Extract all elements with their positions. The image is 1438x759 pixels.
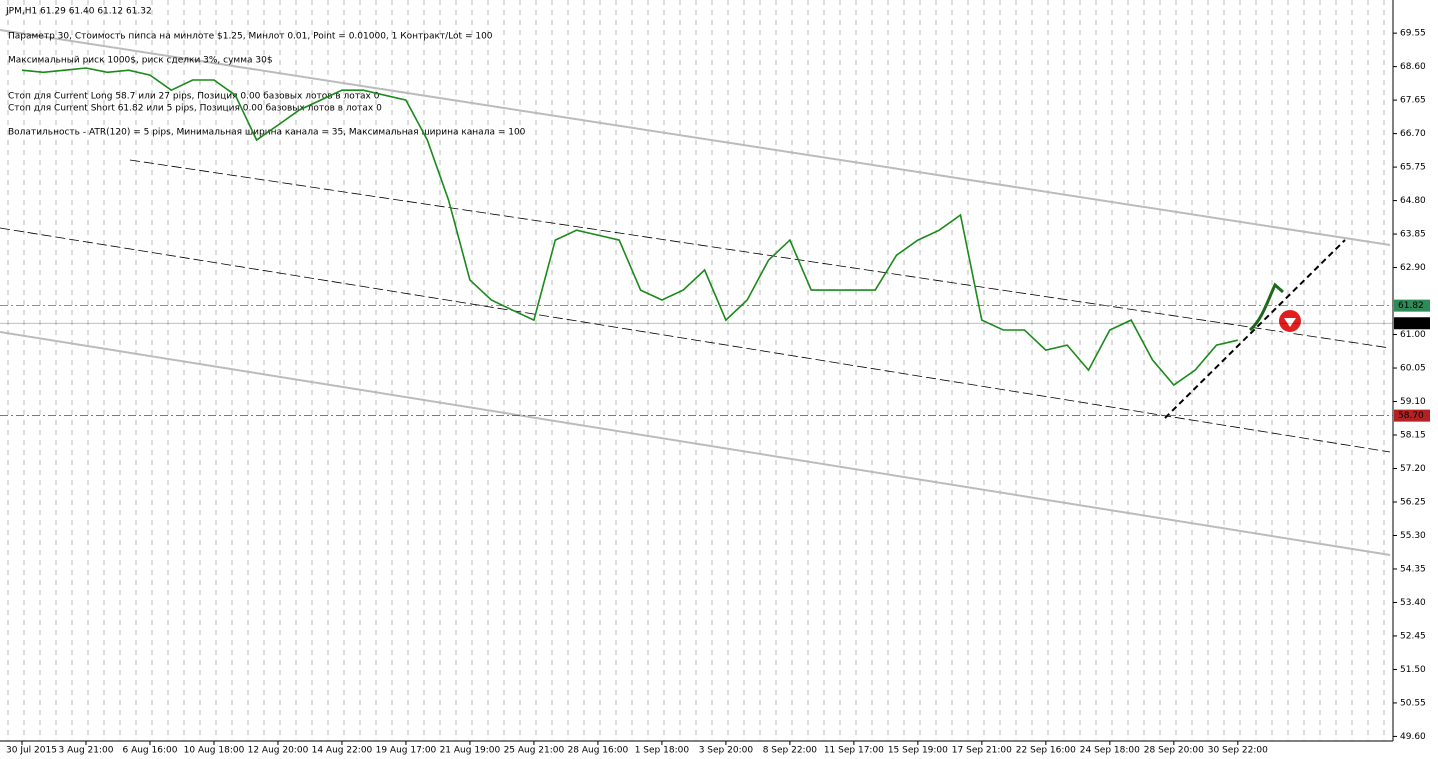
y-tick-label: 55.30 [1400, 531, 1426, 541]
y-tick-label: 66.70 [1400, 129, 1426, 139]
x-tick-label: 15 Sep 19:00 [888, 746, 948, 756]
price-tag [1394, 409, 1430, 422]
x-tick-label: 30 Jul 2015 [6, 746, 57, 756]
sell-icon-arrow [1284, 318, 1296, 327]
y-tick-label: 63.85 [1400, 230, 1426, 240]
x-tick-label: 3 Aug 21:00 [59, 746, 114, 756]
y-tick-label: 61.00 [1400, 330, 1426, 340]
y-tick-label: 56.25 [1400, 497, 1426, 507]
chart-title: JPM,H1 61.29 61.40 61.12 61.32 [5, 7, 152, 17]
y-tick-label: 67.65 [1400, 96, 1426, 106]
price-tag-label: 61.82 [1398, 301, 1424, 311]
x-tick-label: 1 Sep 18:00 [635, 746, 690, 756]
price-tag [1394, 317, 1430, 330]
channel-line [129, 159, 1391, 349]
green-arrow [1248, 282, 1284, 332]
info-line: Стоп для Current Long 58.7 или 27 pips, … [8, 92, 380, 102]
y-tick-label: 49.60 [1400, 732, 1426, 742]
x-tick-label: 24 Sep 18:00 [1080, 746, 1140, 756]
x-tick-label: 30 Sep 22:00 [1208, 746, 1268, 756]
y-tick-label: 60.05 [1400, 364, 1426, 374]
info-line: Параметр 30, Стоимость пипса на минлоте … [8, 32, 493, 42]
x-tick-label: 14 Aug 22:00 [312, 746, 373, 756]
x-tick-label: 10 Aug 18:00 [184, 746, 245, 756]
x-tick-label: 17 Sep 21:00 [952, 746, 1012, 756]
y-tick-label: 58.15 [1400, 431, 1426, 441]
x-tick-label: 25 Aug 21:00 [504, 746, 565, 756]
y-tick-label: 69.55 [1400, 29, 1426, 39]
x-tick-label: 12 Aug 20:00 [248, 746, 309, 756]
y-tick-label: 64.80 [1400, 196, 1426, 206]
x-tick-label: 28 Aug 16:00 [568, 746, 629, 756]
y-tick-label: 50.55 [1400, 698, 1426, 708]
y-tick-label: 68.60 [1400, 62, 1426, 72]
y-tick-label: 54.35 [1400, 564, 1426, 574]
x-tick-label: 28 Sep 20:00 [1144, 746, 1204, 756]
x-tick-label: 3 Sep 20:00 [699, 746, 754, 756]
price-tag-label: 58.70 [1398, 411, 1424, 421]
x-tick-label: 11 Sep 17:00 [824, 746, 884, 756]
y-tick-label: 62.90 [1400, 263, 1426, 273]
channel-line [0, 331, 1391, 556]
y-tick-label: 59.10 [1400, 397, 1426, 407]
price-line-series [21, 67, 1238, 387]
price-tag [1394, 299, 1430, 312]
info-line: Стоп для Current Short 61.82 или 5 pips,… [8, 104, 382, 114]
y-tick-label: 65.75 [1400, 163, 1426, 173]
trend-arrow [1164, 239, 1346, 419]
price-tag-label: 61.32 [1398, 319, 1424, 329]
y-tick-label: 52.45 [1400, 631, 1426, 641]
x-tick-label: 21 Aug 19:00 [440, 746, 501, 756]
x-tick-label: 19 Aug 17:00 [376, 746, 437, 756]
y-tick-label: 53.40 [1400, 598, 1426, 608]
info-line: Максимальный риск 1000$, риск сделки 3%,… [8, 56, 273, 66]
y-tick-label: 51.50 [1400, 665, 1426, 675]
channel-line [0, 29, 1391, 246]
x-tick-label: 22 Sep 16:00 [1016, 746, 1076, 756]
x-tick-label: 6 Aug 16:00 [122, 746, 177, 756]
channel-line [0, 227, 1391, 453]
x-tick-label: 8 Sep 22:00 [763, 746, 818, 756]
y-tick-label: 57.20 [1400, 464, 1426, 474]
